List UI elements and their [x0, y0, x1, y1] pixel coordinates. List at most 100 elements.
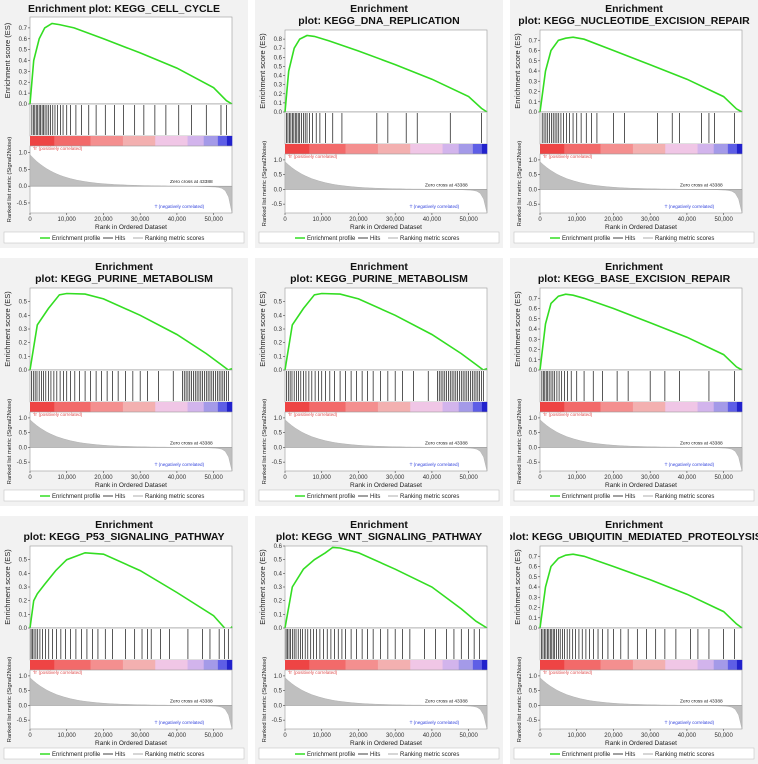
es-tick-label: 0.7 [19, 26, 28, 32]
ranked-list-color-segment [203, 660, 219, 670]
x-tick-label: 50,000 [459, 475, 478, 481]
ranked-list-color-segment [713, 144, 729, 154]
metric-axis-label: Ranked list metric (Signal2Noise) [7, 137, 13, 223]
x-tick-label: 0 [283, 217, 287, 223]
ranked-list-color-segment [458, 660, 474, 670]
legend-profile-label: Enrichment profile [562, 494, 611, 500]
es-plot-frame [284, 287, 488, 371]
x-tick-label: 40,000 [168, 733, 187, 739]
es-axis-label: Enrichment score (ES) [3, 549, 12, 625]
es-axis-label: Enrichment score (ES) [513, 291, 522, 367]
es-plot-frame [284, 545, 488, 629]
metric-tick-label: 1.0 [274, 416, 283, 422]
positively-correlated-label: 'h' (positively correlated) [33, 146, 83, 151]
positively-correlated-label: 'h' (positively correlated) [543, 412, 593, 417]
chart-title: Enrichment [95, 519, 153, 531]
ranked-list-color-segment [122, 402, 156, 412]
x-tick-label: 20,000 [604, 475, 623, 481]
ranked-list-color-segment [226, 660, 233, 670]
metric-tick-label: 1.0 [19, 674, 28, 680]
ranked-list-color-segment [54, 660, 91, 670]
x-tick-label: 50,000 [714, 733, 733, 739]
es-tick-label: 0.4 [274, 571, 283, 577]
metric-tick-label: -0.5 [17, 718, 28, 724]
ranked-list-color-segment [540, 144, 565, 154]
x-tick-label: 20,000 [604, 733, 623, 739]
ranked-list-color-segment [377, 144, 411, 154]
ranked-list-color-segment [472, 402, 483, 412]
x-tick-label: 50,000 [204, 733, 223, 739]
zero-cross-label: Zero cross at 43388 [425, 440, 468, 446]
es-tick-label: 0.1 [274, 101, 283, 107]
es-tick-label: 0.5 [529, 575, 538, 581]
ranking-metric-area [29, 677, 233, 730]
ranking-metric-area [284, 677, 488, 730]
negatively-correlated-label: 'l' (negatively correlated) [410, 720, 460, 725]
zero-cross-label: Zero cross at 43388 [170, 698, 213, 704]
chart-title: plot: KEGG_PURINE_METABOLISM [290, 273, 468, 285]
es-tick-label: 0.6 [19, 37, 28, 43]
ranked-list-color-segment [727, 402, 738, 412]
ranking-metric-area [539, 419, 743, 472]
x-tick-label: 20,000 [94, 217, 113, 223]
ranked-list-color-segment [410, 660, 443, 670]
es-tick-label: 0.0 [19, 368, 28, 374]
ranked-list-color-segment [697, 402, 715, 412]
es-tick-label: 0.5 [274, 300, 283, 306]
x-tick-label: 50,000 [714, 475, 733, 481]
es-tick-label: 0.3 [529, 337, 538, 343]
x-tick-label: 20,000 [94, 733, 113, 739]
es-tick-label: 0.4 [19, 571, 28, 577]
es-tick-label: 0.4 [529, 327, 538, 333]
enrichment-profile-line [29, 22, 233, 105]
metric-tick-label: 0.0 [19, 184, 28, 190]
es-tick-label: 0.4 [19, 59, 28, 65]
legend-hits-label: Hits [115, 236, 125, 242]
ranked-list-color-segment [285, 660, 310, 670]
negatively-correlated-label: 'l' (negatively correlated) [410, 204, 460, 209]
x-tick-label: 50,000 [459, 217, 478, 223]
es-tick-label: 0.8 [274, 37, 283, 43]
enrichment-profile-line [539, 293, 743, 371]
ranked-list-color-segment [30, 660, 55, 670]
gsea-panel-nucleotide-excision-repair: Enrichment plot: KEGG_NUCLEOTIDE_EXCISION… [510, 0, 758, 248]
x-axis-label: Rank in Ordered Dataset [350, 482, 422, 489]
es-tick-label: 0.0 [529, 110, 538, 116]
ranked-list-color-segment [345, 660, 379, 670]
x-tick-label: 30,000 [386, 475, 405, 481]
x-tick-label: 10,000 [568, 475, 587, 481]
es-tick-label: 0.4 [529, 585, 538, 591]
zero-cross-label: Zero cross at 43388 [680, 698, 723, 704]
x-tick-label: 40,000 [423, 217, 442, 223]
legend-box [258, 489, 500, 502]
positively-correlated-label: 'h' (positively correlated) [288, 670, 338, 675]
x-tick-label: 0 [28, 217, 32, 223]
x-axis-label: Rank in Ordered Dataset [350, 224, 422, 231]
x-tick-label: 0 [538, 733, 542, 739]
es-tick-label: 0.4 [529, 69, 538, 75]
hits-frame [539, 369, 743, 403]
x-tick-label: 50,000 [204, 475, 223, 481]
chart-title: plot: KEGG_UBIQUITIN_MEDIATED_PROTEOLYSI… [510, 531, 758, 543]
legend-profile-label: Enrichment profile [562, 752, 611, 758]
es-tick-label: 0.0 [19, 102, 28, 108]
ranked-list-color-segment [217, 660, 228, 670]
chart-title: plot: KEGG_DNA_REPLICATION [298, 15, 459, 27]
ranked-list-color-segment [713, 660, 729, 670]
x-tick-label: 0 [538, 217, 542, 223]
negatively-correlated-label: 'l' (negatively correlated) [155, 204, 205, 209]
zero-cross-label: Zero cross at 43388 [425, 698, 468, 704]
ranked-list-color-segment [345, 144, 379, 154]
ranked-list-color-segment [410, 402, 443, 412]
chart-title: plot: KEGG_NUCLEOTIDE_EXCISION_REPAIR [518, 15, 750, 27]
es-tick-label: 0.2 [529, 90, 538, 96]
metric-tick-label: 1.0 [529, 158, 538, 164]
ranking-metric-area [539, 677, 743, 730]
zero-cross-label: Zero cross at 43388 [170, 179, 213, 185]
es-tick-label: 0.1 [19, 354, 28, 360]
es-tick-label: 0.3 [529, 79, 538, 85]
metric-axis-label: Ranked list metric (Signal2Noise) [7, 399, 13, 485]
es-plot-frame [539, 545, 743, 629]
